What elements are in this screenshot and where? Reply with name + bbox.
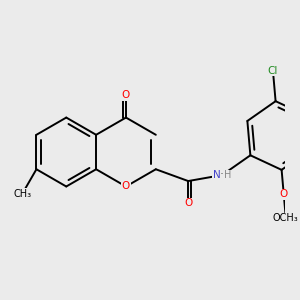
Text: N: N [213, 170, 221, 180]
Text: CH₃: CH₃ [13, 189, 31, 199]
Text: O: O [122, 182, 130, 191]
Text: O: O [280, 189, 288, 199]
Text: OCH₃: OCH₃ [273, 213, 299, 223]
Text: Cl: Cl [268, 66, 278, 76]
Text: H: H [218, 170, 226, 180]
Text: O: O [184, 198, 192, 208]
Text: H: H [224, 170, 231, 180]
Text: O: O [122, 90, 130, 100]
